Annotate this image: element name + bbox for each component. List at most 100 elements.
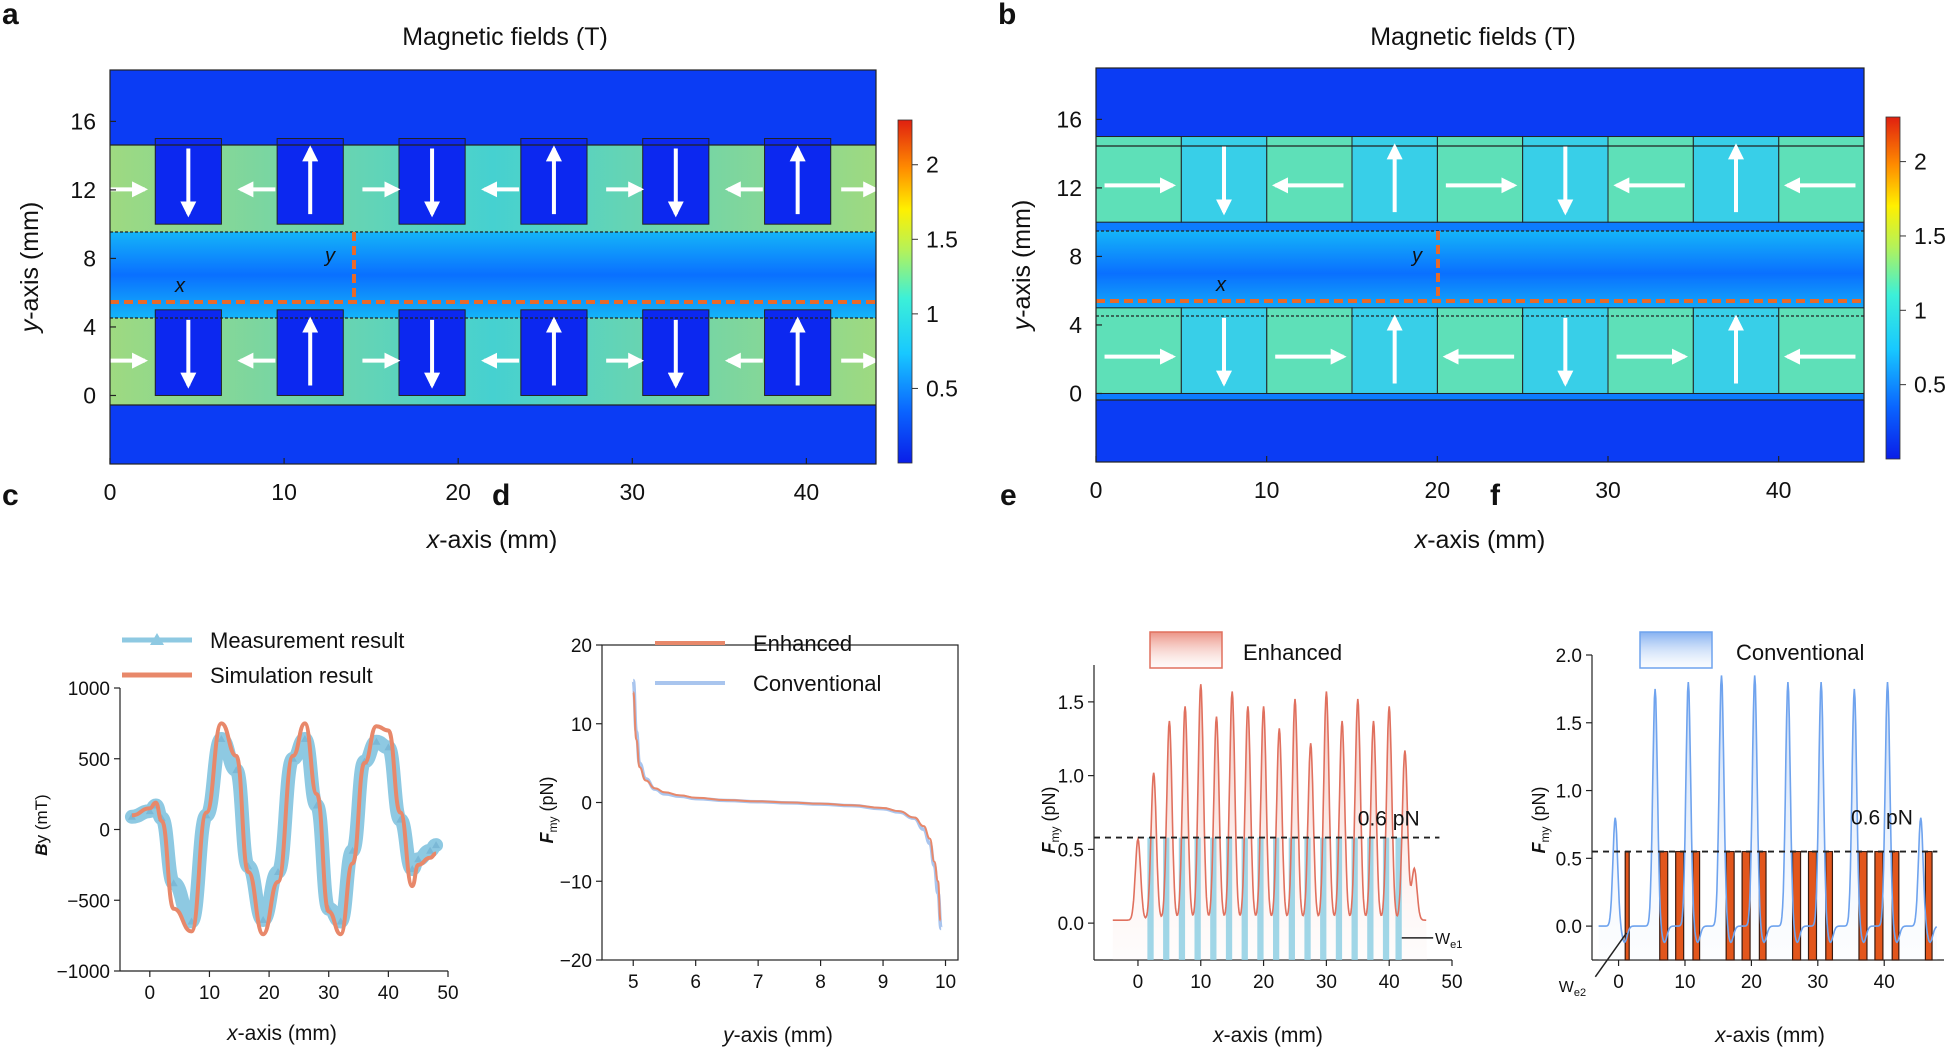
panel-b-colorbar-label: 2 [1914, 149, 1927, 175]
magnet-block [1096, 307, 1182, 394]
panel-f-xtick-label: 20 [1741, 972, 1762, 993]
panel-b-xlabel: x-axis (mm) [1414, 526, 1546, 554]
series-conventional [1598, 675, 1938, 944]
series-conventional [631, 678, 943, 931]
panel-d-xtick-label: 5 [628, 972, 639, 993]
panel-c-ytick-label: 0 [99, 821, 110, 842]
panel-a-xtick-label: 20 [445, 479, 471, 505]
panel-b-xtick-label: 30 [1595, 477, 1621, 503]
panel-letter-d: d [492, 479, 510, 512]
panel-d-xtick-label: 10 [935, 972, 956, 993]
panel-b: Magnetic fields (T) x y 0 10 20 30 400481216… [1008, 23, 1946, 554]
panel-a-ytick-label: 4 [83, 314, 96, 340]
panel-b-xtick-label: 10 [1254, 477, 1280, 503]
panel-d-legend-conventional: Conventional [753, 671, 881, 696]
panel-c-xtick-label: 40 [378, 983, 399, 1004]
panel-f-ytick-label: 2.0 [1556, 646, 1582, 667]
width-band [1210, 837, 1217, 960]
panel-f-ytick-label: 0.0 [1556, 917, 1582, 938]
panel-e-plot: 0 10 20 30 40 50 1.5 1.0 0.5 0.0 0.6 pN We1 [1058, 665, 1463, 993]
panel-c-xtick-label: 50 [437, 983, 458, 1004]
measurement-point [169, 879, 178, 887]
block-outline [1180, 136, 1268, 223]
block-outline [154, 138, 222, 225]
panel-a-frame [109, 69, 877, 465]
width-band [1225, 837, 1233, 960]
panel-b-x-line-label: x [1215, 274, 1227, 296]
measurement-point [217, 734, 226, 742]
panel-f-ytick-label: 1.0 [1556, 782, 1582, 803]
panel-d: 5 6 7 8 9 10 20 10 0 −10 −20 Enhanced Conventional… [537, 631, 959, 1047]
panel-e-legend-enhanced: Enhanced [1243, 640, 1342, 665]
panel-e-xtick-label: 40 [1379, 972, 1400, 993]
panel-c-xtick-label: 10 [199, 983, 220, 1004]
panel-d-xtick-label: 9 [878, 972, 889, 993]
block-outline [1692, 136, 1780, 223]
magnet-block [1778, 307, 1864, 394]
panel-e-ylabel: Fmy (pN) [1039, 787, 1062, 854]
panel-e: 0 10 20 30 40 50 1.5 1.0 0.5 0.0 0.6 pN We1 Enhance… [1039, 631, 1463, 1047]
panel-a-ytick-label: 0 [83, 382, 96, 408]
width-pointer [1594, 932, 1628, 978]
width-band [1382, 837, 1390, 960]
panel-letter-e: e [1000, 479, 1017, 512]
panel-f-ytick-label: 1.5 [1556, 714, 1582, 735]
panel-a-ytick-label: 12 [70, 177, 96, 203]
panel-b-colorbar-label: 1 [1914, 297, 1927, 323]
panel-c-ytick-label: −500 [67, 891, 110, 912]
series-enhanced [632, 691, 942, 922]
panel-f-xtick-label: 40 [1874, 972, 1895, 993]
panel-b-ytick-label: 8 [1069, 243, 1082, 269]
width-band [1624, 850, 1630, 961]
panel-c: 0 10 20 30 40 50 1000 500 0 −500 −1000 Measurement… [32, 628, 459, 1045]
panel-c-xlabel: x-axis (mm) [226, 1022, 337, 1045]
panel-a-ytick-label: 16 [70, 108, 96, 134]
block-outline [520, 309, 588, 396]
panel-c-xtick-label: 0 [145, 983, 156, 1004]
block-outline [520, 138, 588, 225]
panel-d-xtick-label: 8 [815, 972, 826, 993]
panel-e-ytick-label: 1.0 [1058, 767, 1084, 788]
panel-e-xtick-label: 50 [1441, 972, 1462, 993]
panel-f-ylabel: Fmy (pN) [1529, 787, 1552, 854]
panel-a-xtick-label: 10 [271, 479, 297, 505]
panel-a: Magnetic fields (T) x y 0 10 20 30 400481216… [16, 23, 958, 554]
width-band [1924, 850, 1933, 961]
panel-b-ytick-label: 12 [1056, 175, 1082, 201]
panel-a-x-line-label: x [174, 275, 186, 297]
width-band [1163, 837, 1170, 960]
panel-letter-b: b [998, 0, 1016, 31]
panel-b-ylabel: y-axis (mm) [1008, 200, 1036, 333]
panel-a-xtick-label: 40 [794, 479, 820, 505]
block-outline [764, 309, 832, 396]
series-enhanced [1112, 684, 1427, 921]
panel-c-xtick-label: 20 [259, 983, 280, 1004]
magnet-block [1778, 136, 1864, 223]
magnet-block [1608, 307, 1694, 394]
panel-a-xtick-label: 0 [104, 479, 117, 505]
panel-f-xtick-label: 10 [1674, 972, 1695, 993]
panel-b-magnetization-arrows [1104, 143, 1856, 387]
width-band [1241, 837, 1248, 960]
panel-d-ytick-label: 20 [571, 636, 592, 657]
panel-e-xlabel: x-axis (mm) [1212, 1024, 1323, 1047]
width-band [1257, 837, 1264, 960]
panel-f-xlabel: x-axis (mm) [1714, 1024, 1825, 1047]
panel-d-ylabel: Fmy (pN) [537, 777, 560, 844]
threshold-label: 0.6 pN [1358, 808, 1420, 831]
panel-b-colorbar-ticks: 0.5 1 1.5 2 [1900, 149, 1946, 398]
panel-d-plot: 5 6 7 8 9 10 20 10 0 −10 −20 [560, 636, 959, 993]
panel-b-colorbar [1885, 116, 1901, 460]
panel-d-ytick-label: −20 [560, 951, 592, 972]
panel-letter-f: f [1490, 479, 1501, 512]
width-band [1288, 837, 1295, 960]
panel-a-y-line-label: y [323, 245, 336, 267]
panel-a-colorbar-ticks: 0.5 1 1.5 2 [912, 152, 958, 401]
panel-a-colorbar [897, 119, 913, 464]
panel-b-colorbar-label: 1.5 [1914, 223, 1946, 249]
block-outline [1522, 136, 1609, 223]
panel-d-ytick-label: 10 [571, 715, 592, 736]
width-band [1367, 837, 1374, 960]
block-outline [1692, 307, 1780, 394]
